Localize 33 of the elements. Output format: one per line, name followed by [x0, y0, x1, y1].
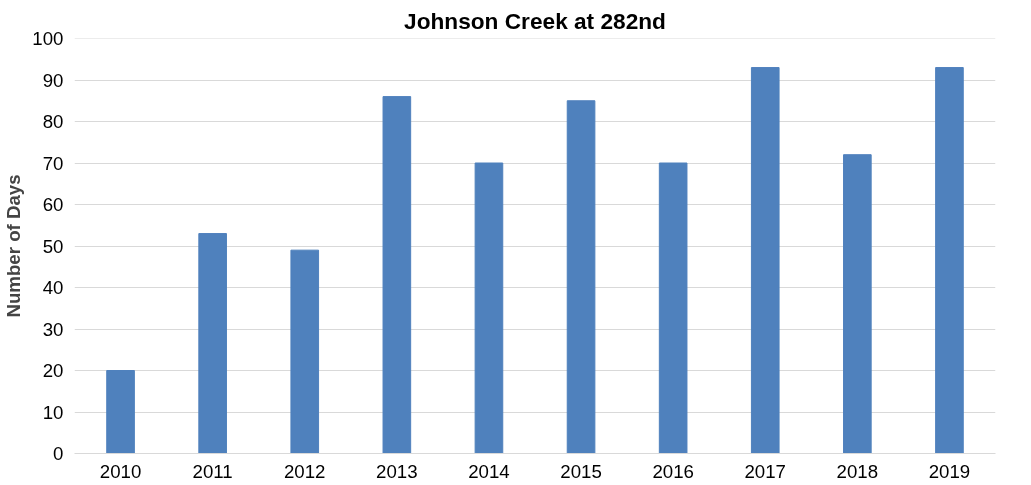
bar: [290, 249, 320, 454]
bar: [658, 162, 688, 454]
x-tick-label: 2013: [376, 460, 418, 482]
y-tick-label: 0: [53, 443, 64, 464]
bar: [935, 67, 964, 454]
chart-title: Johnson Creek at 282nd: [404, 7, 666, 34]
y-tick-label: 100: [32, 28, 64, 49]
x-tick-label: 2015: [560, 460, 602, 482]
x-tick-label: 2012: [284, 460, 326, 482]
bar: [474, 162, 504, 454]
bar: [566, 100, 596, 454]
x-tick-label: 2019: [928, 460, 971, 482]
y-tick-label: 60: [42, 194, 64, 215]
y-tick-label: 30: [42, 318, 64, 340]
y-tick-label: 50: [42, 235, 64, 257]
x-tick-label: 2010: [99, 460, 142, 482]
bar: [382, 96, 412, 454]
x-tick-label: 2011: [192, 460, 233, 482]
x-tick-label: 2014: [468, 460, 510, 482]
y-tick-label: 80: [42, 111, 64, 132]
y-tick-label: 10: [42, 401, 64, 423]
x-tick-label: 2018: [836, 460, 879, 482]
bar: [750, 67, 780, 454]
bar: [106, 370, 135, 454]
x-tick-label: 2017: [744, 460, 787, 482]
bar: [198, 233, 227, 454]
y-tick-label: 90: [42, 69, 64, 91]
y-tick-label: 40: [42, 277, 64, 298]
x-tick-label: 2016: [652, 460, 694, 482]
y-tick-label: 20: [42, 360, 64, 381]
bar: [843, 154, 872, 454]
y-tick-label: 70: [42, 152, 64, 174]
y-axis-title: Number of Days: [3, 174, 25, 318]
